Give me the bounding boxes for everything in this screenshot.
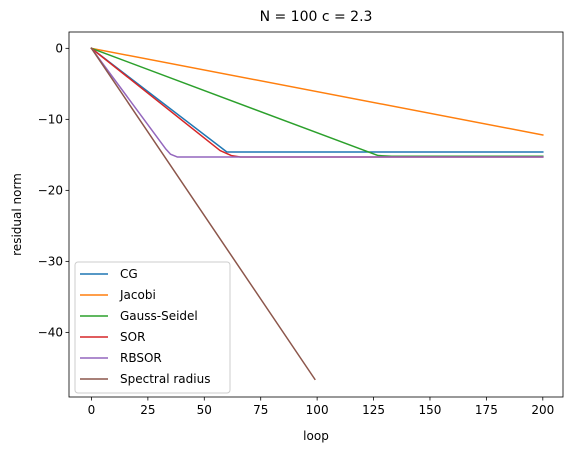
plot-frame (68, 31, 564, 398)
y-tick-label: −30 (38, 254, 63, 268)
series-line (90, 47, 544, 158)
y-tick-label: −40 (38, 325, 63, 339)
y-tick-label: −20 (38, 183, 63, 197)
x-tick-label: 0 (88, 403, 96, 417)
x-axis-label: loop (303, 429, 329, 443)
legend-label: CG (120, 267, 138, 281)
legend-label: Gauss-Seidel (120, 309, 198, 323)
series-line (90, 47, 316, 381)
x-tick-label: 125 (362, 403, 385, 417)
series-line (90, 47, 544, 153)
legend: CG Jacobi Gauss-Seidel SOR RBSOR Spectral rad… (74, 261, 231, 394)
x-tick-label: 200 (531, 403, 554, 417)
legend-label: Spectral radius (120, 372, 210, 386)
x-tick-label: 175 (475, 403, 498, 417)
x-tick-label: 75 (253, 403, 268, 417)
legend-box (74, 261, 231, 394)
legend-label: SOR (120, 330, 145, 344)
x-axis-ticks: 0 25 50 75 100 125 150 175 200 (88, 397, 554, 417)
y-axis-ticks: 0 −10 −20 −30 −40 (38, 41, 69, 339)
x-tick-label: 150 (419, 403, 442, 417)
x-tick-label: 25 (140, 403, 155, 417)
legend-label: Jacobi (119, 288, 156, 302)
y-tick-label: −10 (38, 112, 63, 126)
x-tick-label: 50 (197, 403, 212, 417)
legend-label: RBSOR (120, 351, 162, 365)
x-tick-label: 100 (306, 403, 329, 417)
y-tick-label: 0 (55, 41, 63, 55)
series-line (90, 47, 544, 136)
chart-title: N = 100 c = 2.3 (260, 9, 373, 25)
plot-lines (90, 47, 544, 381)
y-axis-label: residual norm (10, 173, 24, 256)
